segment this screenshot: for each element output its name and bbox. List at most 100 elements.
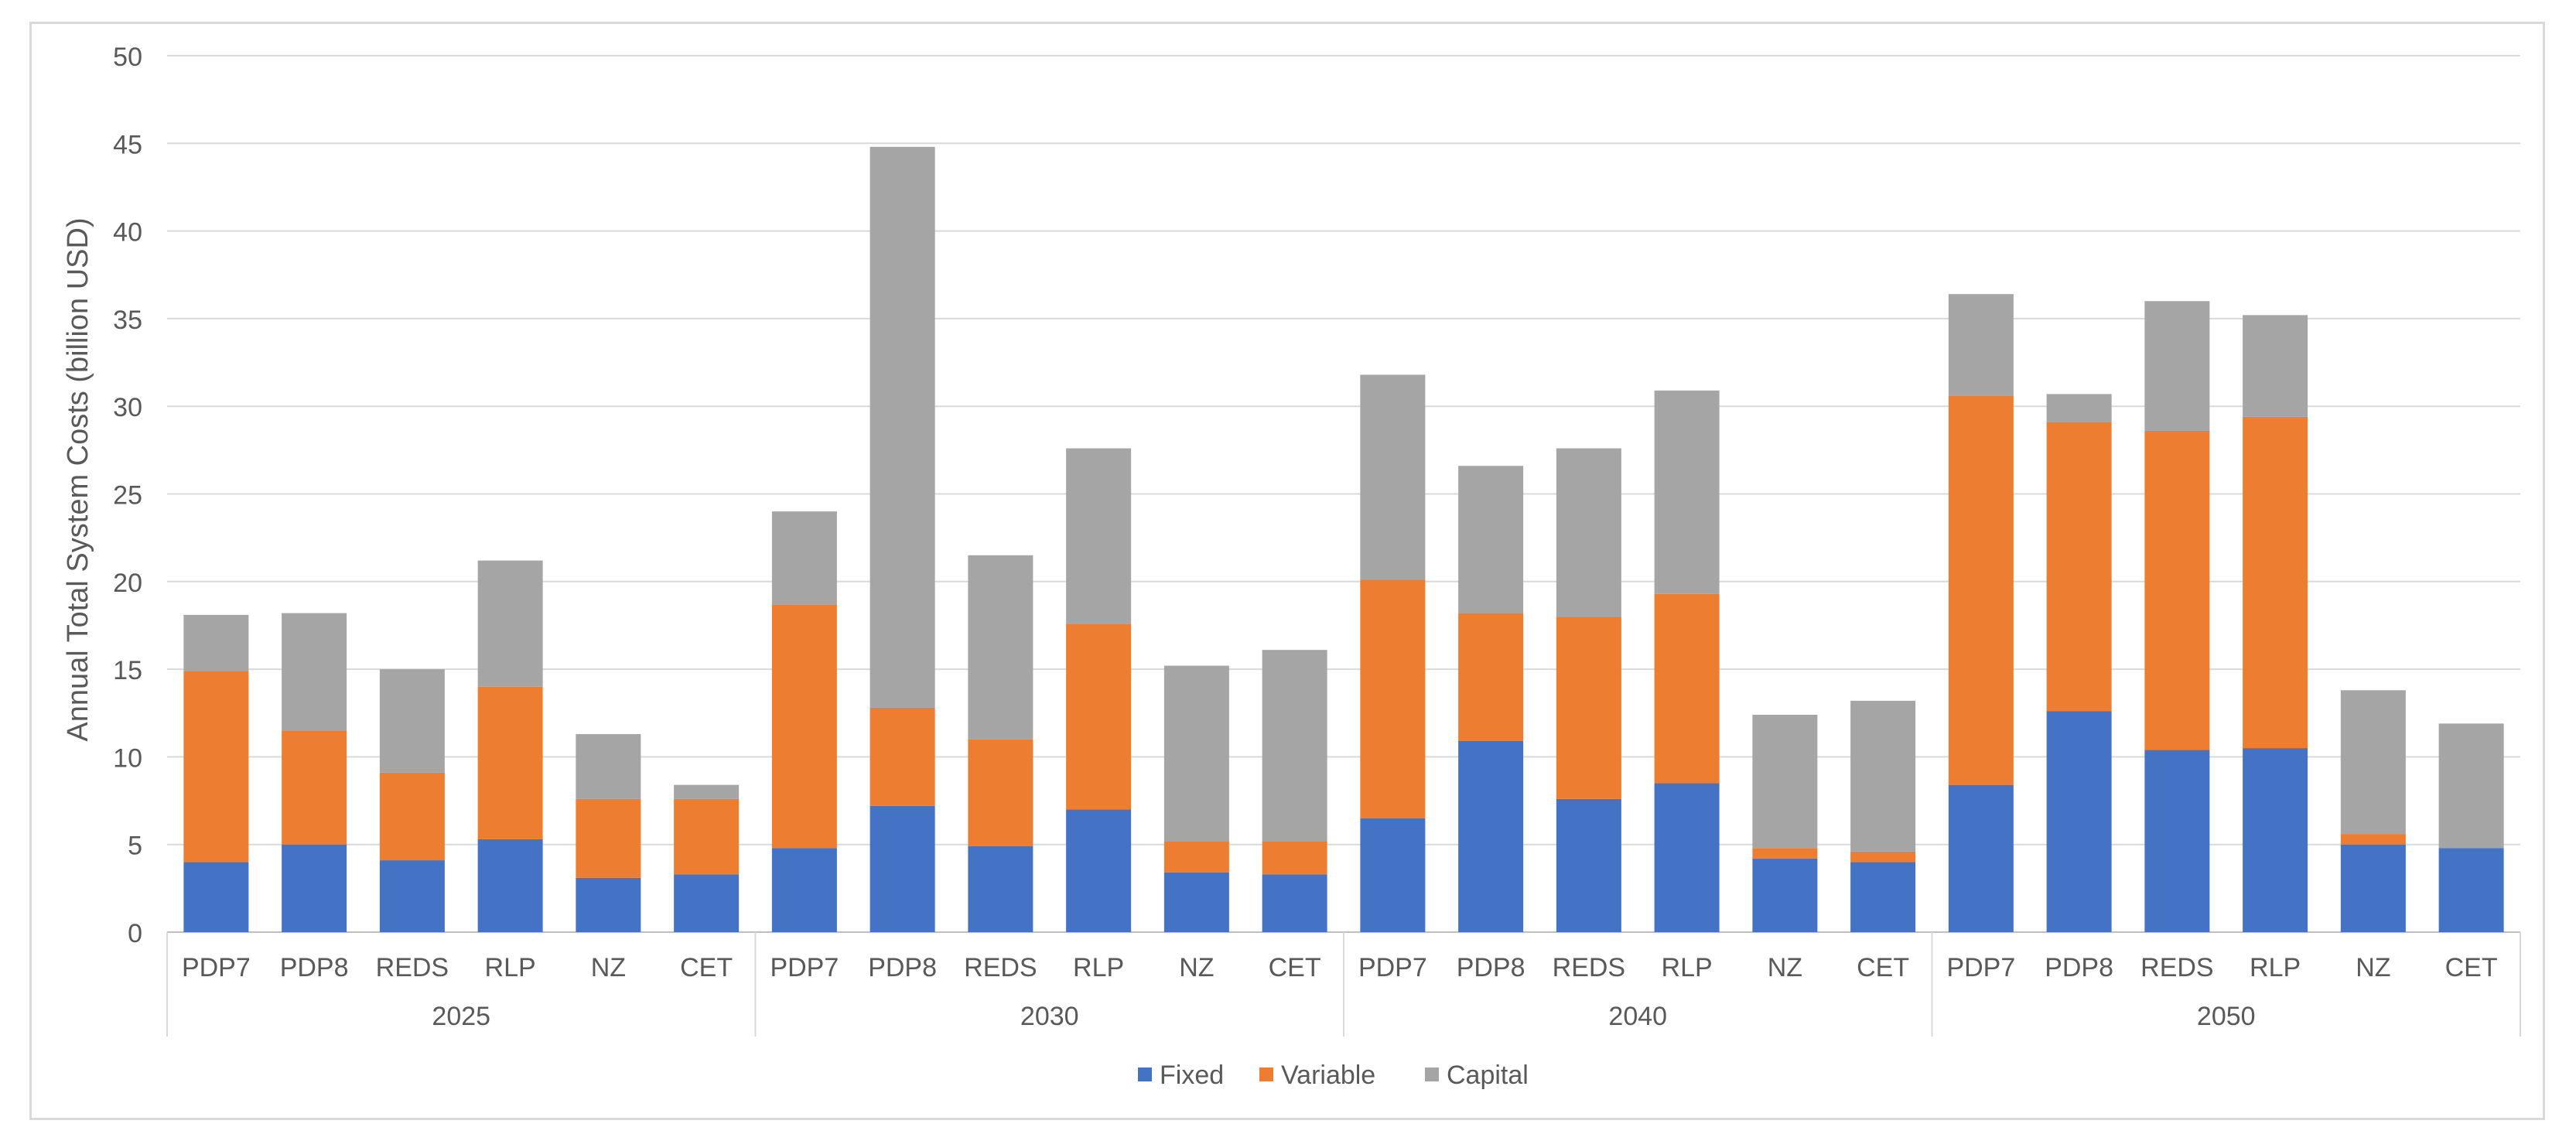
- y-tick-label: 15: [113, 656, 142, 685]
- bar-segment-variable: [674, 798, 740, 875]
- bar-segment-variable: [2340, 834, 2406, 845]
- bar-segment-variable: [1948, 395, 2014, 785]
- bar-segment-fixed: [1163, 872, 1229, 932]
- y-tick-label: 45: [113, 130, 142, 159]
- x-axis: PDP7 PDP8 REDS RLP NZ CET PDP7 PDP8 REDS RLP NZ CET…: [166, 932, 2521, 1037]
- bar-segment-variable: [1850, 851, 1916, 863]
- y-tick-label: 40: [113, 218, 142, 248]
- legend-label-fixed: Fixed: [1160, 1061, 1224, 1090]
- bar-segment-capital: [183, 614, 249, 671]
- bar-segment-fixed: [674, 874, 740, 932]
- x-tick-label: NZ: [1179, 953, 1214, 982]
- bar-segment-fixed: [2438, 848, 2504, 932]
- y-axis-label: Annual Total System Costs (billion USD): [62, 217, 94, 741]
- bar-segment-capital: [576, 733, 641, 799]
- x-tick-label: REDS: [1553, 953, 1625, 982]
- x-tick-label: PDP7: [770, 953, 839, 982]
- bar-segment-fixed: [1066, 809, 1132, 932]
- group-label: 2025: [432, 1002, 490, 1031]
- y-tick-label: 20: [113, 569, 142, 598]
- x-tick-label: CET: [680, 953, 733, 982]
- x-tick-label: PDP7: [182, 953, 251, 982]
- bar-segment-fixed: [2046, 711, 2112, 932]
- bar-segment-variable: [1262, 841, 1327, 875]
- bar-segment-capital: [1458, 466, 1524, 613]
- bar-segment-capital: [1360, 374, 1426, 580]
- y-axis-ticks: 0 5 10 15 20 25 30 35 40 45 50: [113, 43, 142, 948]
- bar-segment-fixed: [1458, 741, 1524, 932]
- bar-segment-fixed: [1752, 858, 1818, 932]
- y-tick-label: 5: [128, 832, 142, 861]
- bar-segment-capital: [379, 669, 445, 773]
- bar-segment-capital: [1654, 390, 1720, 594]
- x-tick-label: PDP8: [1457, 953, 1525, 982]
- bar-segment-variable: [1163, 841, 1229, 873]
- x-tick-label: REDS: [2140, 953, 2213, 982]
- bar-segment-fixed: [869, 805, 935, 932]
- bar-segment-variable: [477, 686, 543, 839]
- x-tick-label: RLP: [485, 953, 536, 982]
- bar-segment-capital: [2144, 301, 2210, 431]
- x-tick-label: PDP8: [868, 953, 937, 982]
- bar-segment-variable: [282, 730, 347, 845]
- x-tick-label: RLP: [2250, 953, 2301, 982]
- bar-segment-fixed: [379, 860, 445, 932]
- bar-segment-fixed: [282, 844, 347, 932]
- group-label: 2030: [1020, 1002, 1079, 1031]
- bar-segment-capital: [674, 784, 740, 799]
- y-tick-label: 25: [113, 481, 142, 511]
- x-tick-label: CET: [1857, 953, 1909, 982]
- x-tick-label: NZ: [1768, 953, 1802, 982]
- bar-segment-variable: [1752, 848, 1818, 859]
- bar-segment-capital: [1262, 650, 1327, 842]
- bar-segment-fixed: [1360, 818, 1426, 932]
- bar-segment-fixed: [2144, 750, 2210, 932]
- bar-segment-capital: [282, 613, 347, 731]
- x-tick-label: PDP7: [1358, 953, 1427, 982]
- bar-segment-variable: [2046, 422, 2112, 712]
- bar-segment-capital: [2438, 723, 2504, 849]
- x-tick-label: REDS: [964, 953, 1037, 982]
- bar-segment-variable: [576, 798, 641, 878]
- bar-segment-capital: [771, 511, 837, 605]
- bar-segment-fixed: [2340, 844, 2406, 932]
- bar-segment-capital: [1163, 665, 1229, 842]
- bar-segment-variable: [869, 707, 935, 806]
- bar-segment-capital: [1066, 448, 1132, 624]
- bar-segment-variable: [968, 739, 1033, 846]
- x-tick-label: PDP8: [280, 953, 349, 982]
- x-tick-label: CET: [1269, 953, 1321, 982]
- y-tick-label: 50: [113, 43, 142, 72]
- bar-segment-variable: [2144, 430, 2210, 750]
- bar-segment-variable: [771, 604, 837, 849]
- x-tick-label: RLP: [1073, 953, 1124, 982]
- y-tick-label: 30: [113, 393, 142, 422]
- bar-segment-fixed: [2243, 748, 2308, 932]
- bar-segment-variable: [1066, 623, 1132, 810]
- bar-segment-capital: [2243, 315, 2308, 417]
- bar-segment-capital: [2046, 394, 2112, 422]
- bar-segment-capital: [2340, 690, 2406, 835]
- y-tick-label: 10: [113, 743, 142, 773]
- group-label: 2050: [2197, 1002, 2256, 1031]
- x-tick-label: CET: [2445, 953, 2498, 982]
- bar-segment-capital: [1556, 448, 1621, 617]
- bar-segment-fixed: [1948, 784, 2014, 932]
- bars: [183, 146, 2504, 932]
- bar-segment-variable: [1360, 579, 1426, 818]
- bar-segment-fixed: [968, 846, 1033, 932]
- bar-segment-fixed: [576, 877, 641, 932]
- bar-segment-fixed: [477, 839, 543, 932]
- bar-segment-capital: [1948, 294, 2014, 396]
- x-tick-label: PDP8: [2045, 953, 2113, 982]
- legend-swatch-variable: [1259, 1068, 1273, 1081]
- legend-label-capital: Capital: [1447, 1061, 1529, 1090]
- x-tick-label: REDS: [376, 953, 449, 982]
- x-tick-label: NZ: [591, 953, 626, 982]
- legend: Fixed Variable Capital: [1138, 1061, 1529, 1090]
- bar-segment-fixed: [1556, 798, 1621, 932]
- bar-segment-variable: [1556, 617, 1621, 799]
- bar-segment-capital: [869, 146, 935, 708]
- bar-segment-capital: [1850, 700, 1916, 852]
